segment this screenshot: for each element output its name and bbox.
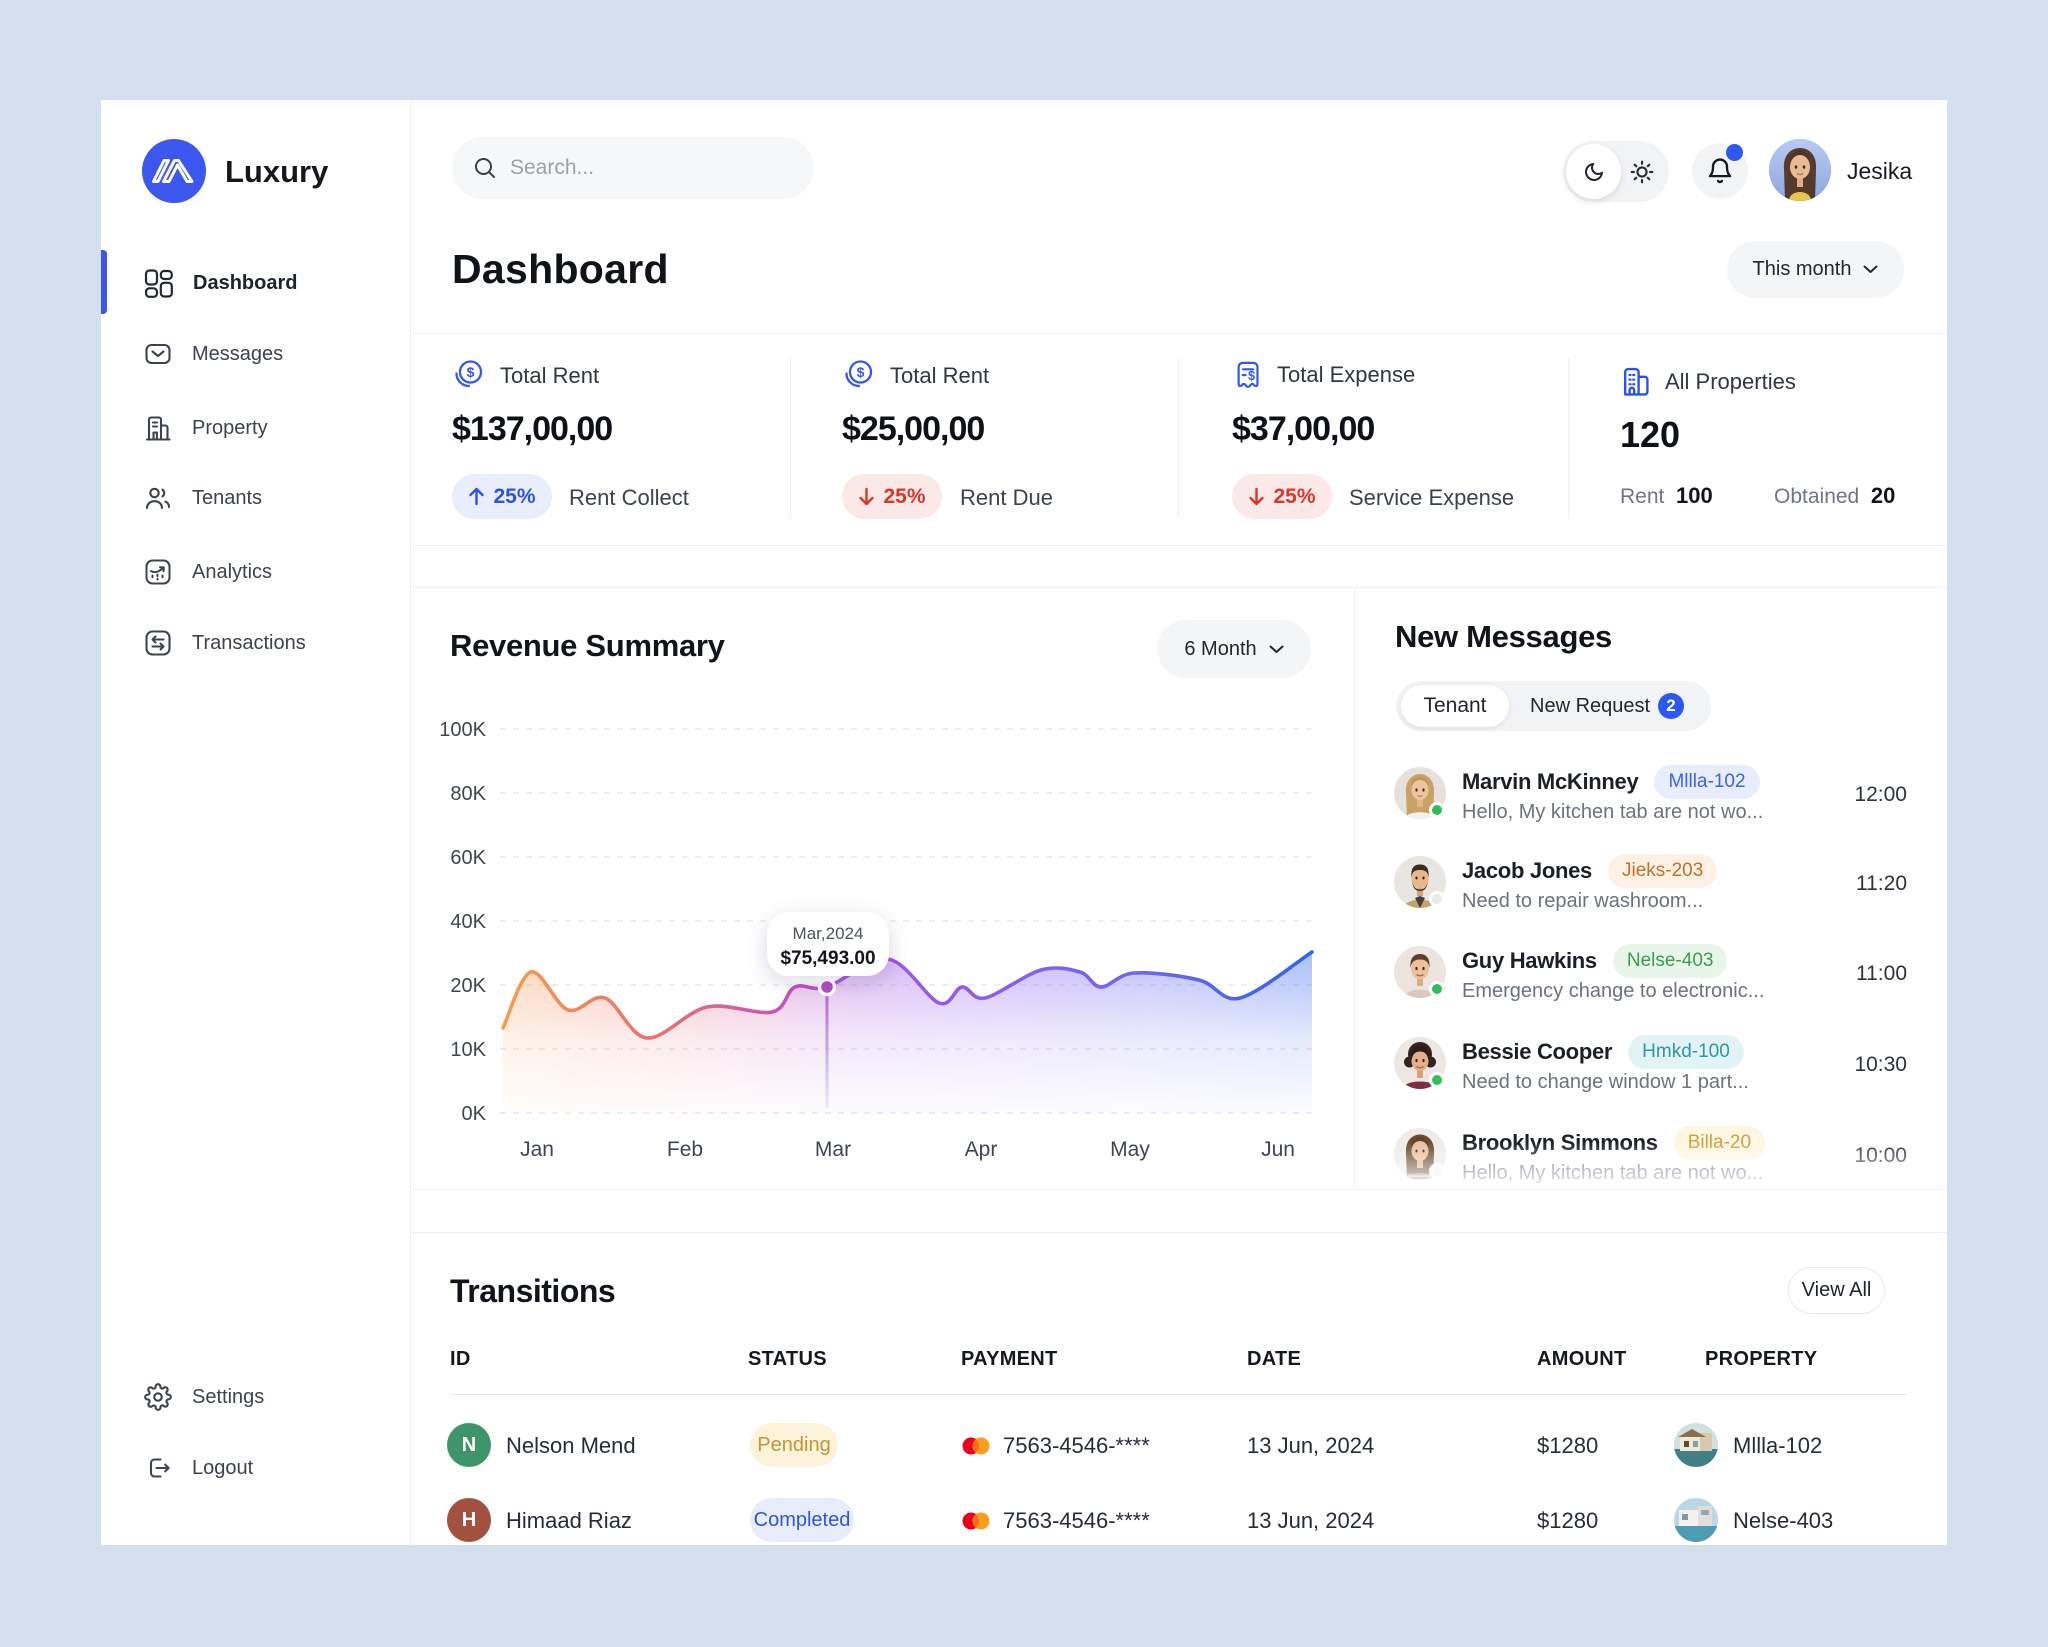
svg-text:Apr: Apr [965, 1138, 998, 1161]
svg-text:Jan: Jan [520, 1138, 554, 1161]
svg-text:Jun: Jun [1261, 1138, 1295, 1161]
svg-text:80K: 80K [450, 783, 486, 805]
svg-text:60K: 60K [450, 847, 486, 869]
svg-text:$: $ [467, 364, 475, 380]
svg-text:$: $ [1248, 368, 1255, 383]
svg-text:100K: 100K [439, 719, 486, 741]
svg-text:Mar: Mar [815, 1138, 851, 1161]
svg-text:40K: 40K [450, 911, 486, 933]
svg-text:10K: 10K [450, 1039, 486, 1061]
svg-text:May: May [1110, 1138, 1150, 1161]
svg-text:20K: 20K [450, 975, 486, 997]
svg-text:$: $ [857, 364, 865, 380]
svg-text:$75,493.00: $75,493.00 [780, 948, 875, 969]
svg-text:0K: 0K [462, 1103, 487, 1125]
svg-text:Mar,2024: Mar,2024 [793, 924, 864, 943]
svg-text:Feb: Feb [667, 1138, 703, 1161]
